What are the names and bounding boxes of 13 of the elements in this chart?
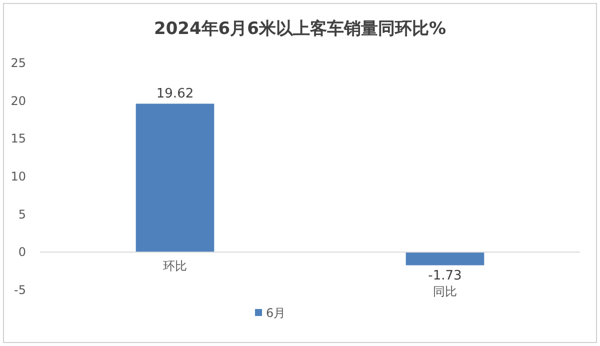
y-tick-label: 10: [10, 170, 26, 184]
y-tick-label: 15: [10, 132, 26, 146]
y-tick-label: 5: [18, 207, 26, 222]
y-tick-label: 0: [18, 245, 26, 260]
data-label: -1.73: [428, 268, 462, 284]
data-label: 19.62: [156, 86, 194, 102]
legend-label: 6月: [266, 306, 286, 320]
y-tick-label: 20: [10, 94, 26, 108]
y-tick-label: -5: [14, 283, 26, 297]
x-tick-label: 同比: [433, 284, 457, 298]
title: 2024年6月6米以上客车销量同环比%: [154, 19, 446, 39]
y-tick-label: 25: [10, 56, 26, 70]
x-tick-label: 环比: [163, 259, 187, 274]
